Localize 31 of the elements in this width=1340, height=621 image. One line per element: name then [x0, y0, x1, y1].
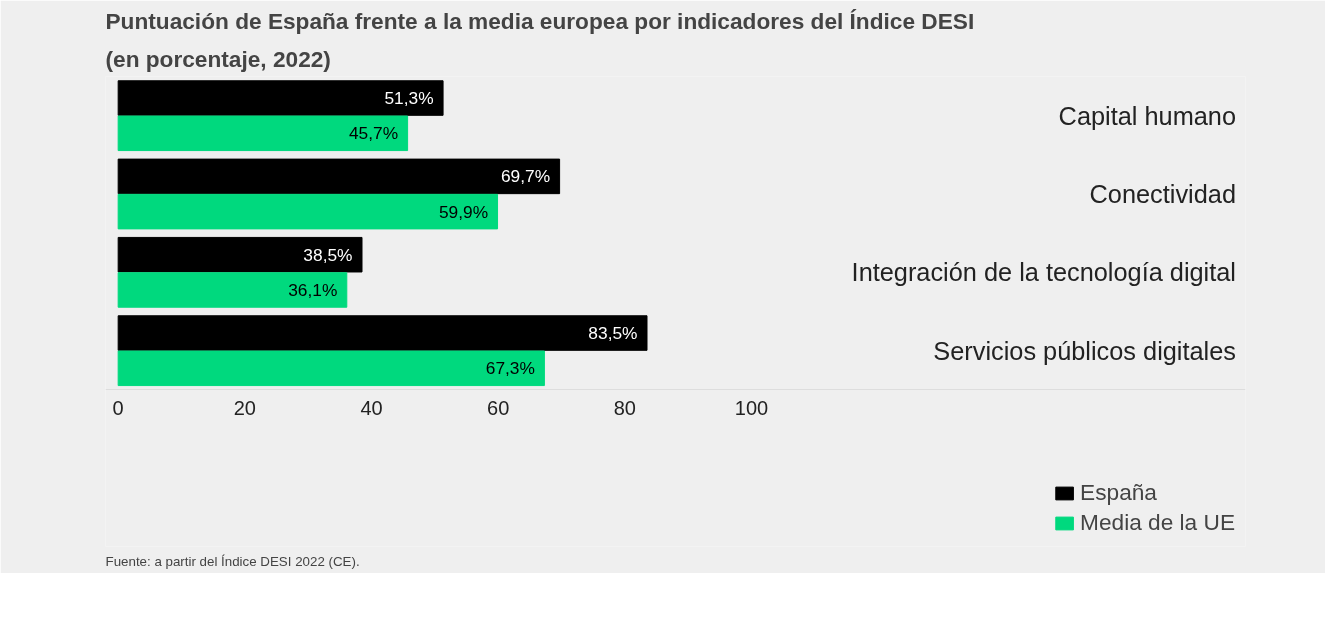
x-tick-label: 0 — [112, 396, 124, 419]
bar — [117, 193, 499, 230]
data-label: 38,5% — [303, 244, 353, 265]
x-tick-label: 20 — [233, 396, 256, 419]
data-label: 45,7% — [348, 123, 399, 144]
x-tick-label: 60 — [487, 396, 510, 419]
chart-title: Puntuación de España frente a la media europea por indicadores del Índice DESI — [105, 7, 975, 34]
bar — [117, 80, 444, 116]
bar — [117, 272, 348, 308]
data-label: 69,7% — [500, 166, 551, 187]
bar — [117, 158, 561, 195]
data-label: 59,9% — [438, 201, 489, 222]
legend-label: Media de la UE — [1080, 509, 1235, 536]
data-label: 51,3% — [384, 88, 434, 109]
legend-label: España — [1080, 479, 1157, 506]
data-label: 36,1% — [288, 279, 338, 300]
bar — [117, 315, 648, 351]
data-label: 67,3% — [485, 358, 535, 379]
y-tick-label: Conectividad — [1089, 180, 1237, 208]
x-tick-label: 40 — [360, 396, 383, 419]
data-label: 83,5% — [588, 323, 638, 344]
y-tick-label: Capital humano — [1058, 101, 1237, 130]
bar — [117, 236, 363, 273]
bar — [117, 350, 545, 387]
source-note: Fuente: a partir del Índice DESI 2022 (CE). — [105, 553, 360, 569]
x-tick-label: 80 — [613, 396, 636, 419]
y-tick-label: Integración de la tecnología digital — [851, 258, 1237, 287]
bar — [117, 115, 409, 152]
y-tick-label: Servicios públicos digitales — [933, 336, 1237, 365]
x-tick-label: 100 — [734, 396, 769, 419]
chart-subtitle: (en porcentaje, 2022) — [105, 45, 331, 72]
